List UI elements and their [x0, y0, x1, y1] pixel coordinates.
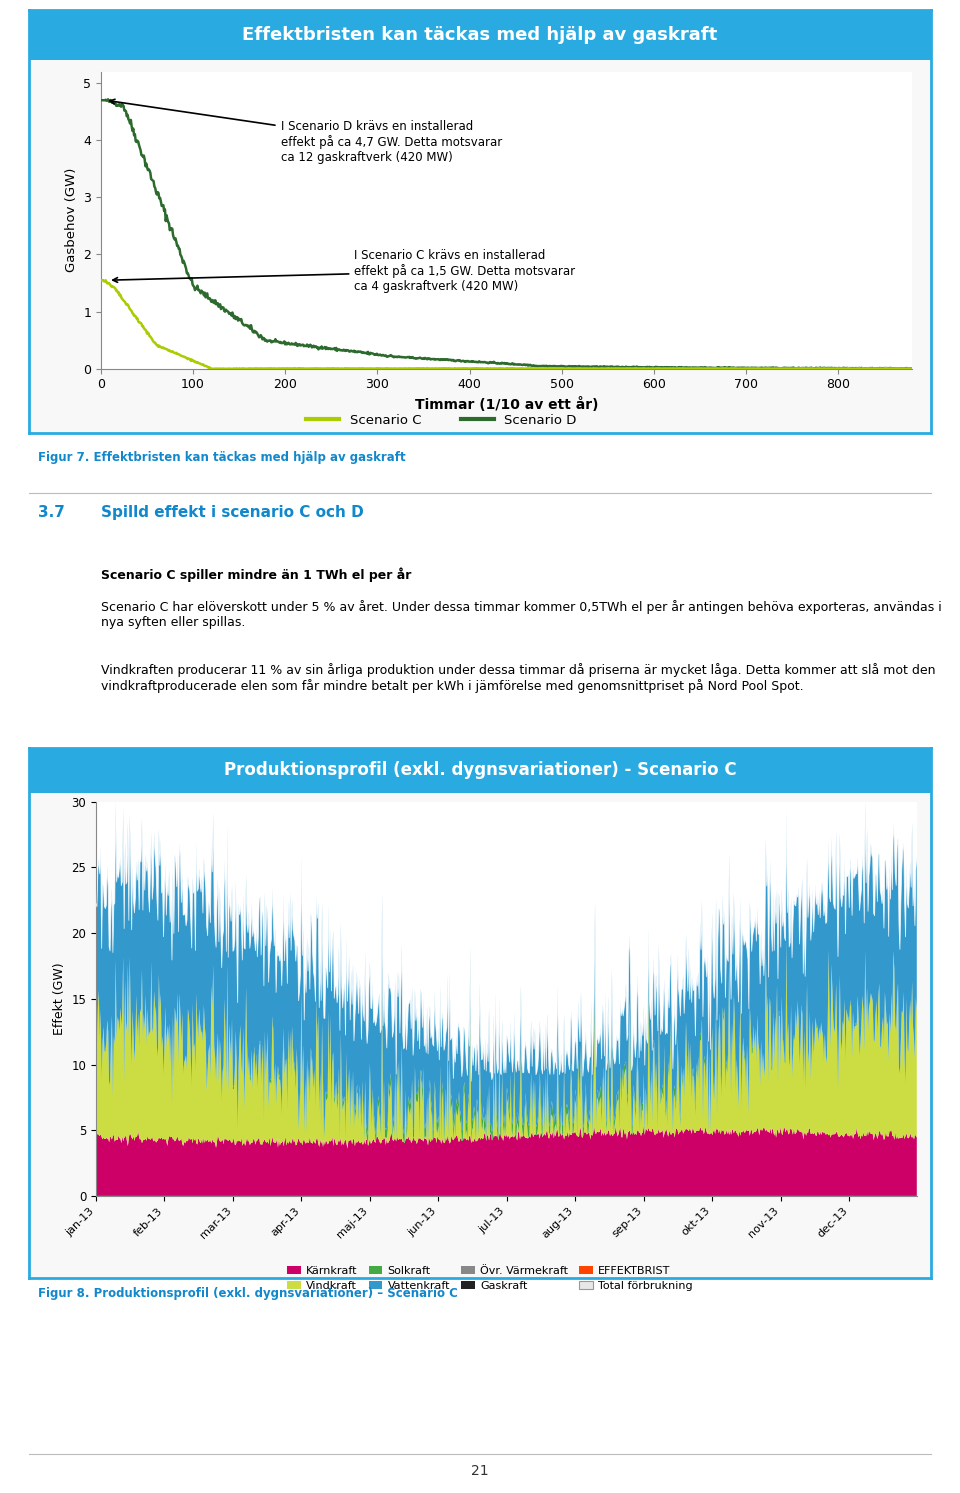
Text: Figur 7. Effektbristen kan täckas med hjälp av gaskraft: Figur 7. Effektbristen kan täckas med hj… [38, 451, 406, 464]
Y-axis label: Gasbehov (GW): Gasbehov (GW) [64, 169, 78, 272]
Text: Scenario C har elöverskott under 5 % av året. Under dessa timmar kommer 0,5TWh e: Scenario C har elöverskott under 5 % av … [101, 600, 942, 629]
Text: I Scenario D krävs en installerad
effekt på ca 4,7 GW. Detta motsvarar
ca 12 gas: I Scenario D krävs en installerad effekt… [110, 99, 502, 164]
Text: 3.7: 3.7 [38, 505, 65, 520]
Text: Figur 8. Produktionsprofil (exkl. dygnsvariationer) – Scenario C: Figur 8. Produktionsprofil (exkl. dygnsv… [38, 1287, 458, 1300]
X-axis label: Timmar (1/10 av ett år): Timmar (1/10 av ett år) [415, 397, 598, 412]
Text: Produktionsprofil (exkl. dygnsvariationer) - Scenario C: Produktionsprofil (exkl. dygnsvariatione… [224, 761, 736, 779]
Text: Effektbristen kan täckas med hjälp av gaskraft: Effektbristen kan täckas med hjälp av ga… [242, 25, 718, 45]
Legend: Kärnkraft, Vindkraft, Solkraft, Vattenkraft, Övr. Värmekraft, Gaskraft, EFFEKTBR: Kärnkraft, Vindkraft, Solkraft, Vattenkr… [287, 1266, 693, 1291]
Text: Scenario C spiller mindre än 1 TWh el per år: Scenario C spiller mindre än 1 TWh el pe… [101, 567, 411, 582]
Y-axis label: Effekt (GW): Effekt (GW) [53, 963, 66, 1035]
Text: I Scenario C krävs en installerad
effekt på ca 1,5 GW. Detta motsvarar
ca 4 gask: I Scenario C krävs en installerad effekt… [113, 249, 575, 293]
Text: Spilld effekt i scenario C och D: Spilld effekt i scenario C och D [101, 505, 364, 520]
Text: Vindkraften producerar 11 % av sin årliga produktion under dessa timmar då prise: Vindkraften producerar 11 % av sin årlig… [101, 663, 935, 693]
Legend: Scenario C, Scenario D: Scenario C, Scenario D [300, 409, 582, 433]
Text: 21: 21 [471, 1465, 489, 1478]
